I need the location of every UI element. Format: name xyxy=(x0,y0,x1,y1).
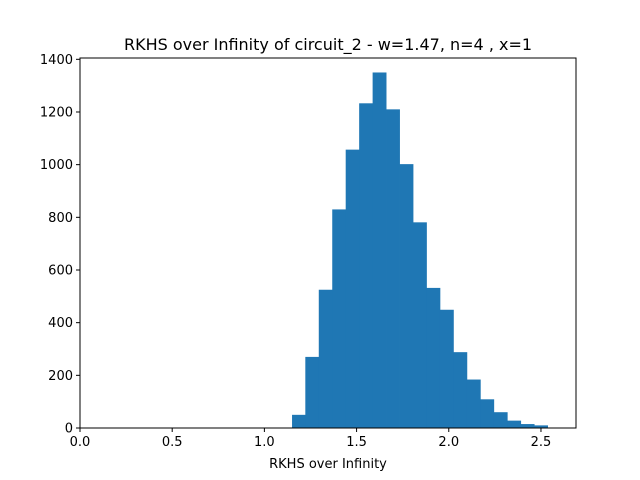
histogram-bar xyxy=(439,309,454,428)
y-tick-label: 600 xyxy=(48,263,73,278)
x-tick-label: 2.0 xyxy=(438,435,459,450)
histogram-bar xyxy=(413,222,427,428)
histogram-bars xyxy=(292,72,548,429)
histogram-bar xyxy=(534,425,548,428)
x-axis-ticks: 0.0 0.5 1.0 1.5 2.0 2.5 xyxy=(70,428,552,450)
histogram-bar xyxy=(292,414,306,428)
x-tick-label: 1.0 xyxy=(254,435,275,450)
x-tick-label: 0.0 xyxy=(70,435,91,450)
y-tick-label: 1400 xyxy=(40,53,73,68)
histogram-bar xyxy=(386,109,400,428)
histogram-bar xyxy=(399,164,414,428)
y-tick-label: 1200 xyxy=(40,105,73,120)
y-tick-label: 1000 xyxy=(40,158,73,173)
y-tick-label: 800 xyxy=(48,211,73,226)
y-tick-label: 200 xyxy=(48,369,73,384)
histogram-bar xyxy=(453,352,468,428)
histogram-bar xyxy=(480,399,495,428)
y-tick-label: 0 xyxy=(65,422,73,437)
x-tick-label: 2.5 xyxy=(531,435,552,450)
histogram-bar xyxy=(466,379,481,428)
x-tick-label: 1.5 xyxy=(346,435,367,450)
histogram-bar xyxy=(332,209,347,428)
histogram-bar xyxy=(426,287,441,428)
histogram-bar xyxy=(318,289,333,428)
histogram-bar xyxy=(507,420,522,428)
histogram-bar xyxy=(372,72,387,428)
histogram-bar xyxy=(305,356,320,428)
histogram-bar xyxy=(345,149,360,428)
x-tick-label: 0.5 xyxy=(162,435,183,450)
histogram-bar xyxy=(493,412,508,428)
x-axis-label: RKHS over Infinity xyxy=(269,457,387,472)
histogram-bar xyxy=(520,424,535,428)
histogram-bar xyxy=(359,103,374,429)
axes-frame xyxy=(79,57,577,429)
chart-title: RKHS over Infinity of circuit_2 - w=1.47… xyxy=(124,35,532,55)
y-tick-label: 400 xyxy=(48,316,73,331)
y-axis-ticks: 0 200 400 600 800 1000 1200 1400 xyxy=(40,53,80,437)
